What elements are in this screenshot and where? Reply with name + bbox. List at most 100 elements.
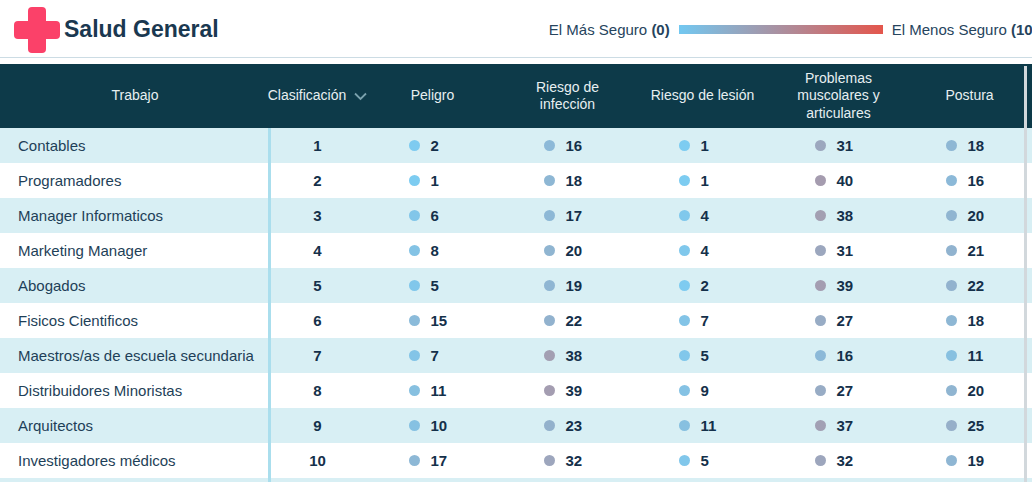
score-cell-postura: 20	[907, 198, 1032, 233]
score-group: 23	[544, 417, 592, 434]
score-dot	[815, 385, 826, 396]
column-header-job[interactable]: Trabajo	[0, 64, 270, 128]
column-header-rank[interactable]: Clasificación	[270, 64, 365, 128]
score-cell-postura: 18	[907, 128, 1032, 163]
partial-next-row	[0, 478, 1032, 482]
score-dot	[815, 210, 826, 221]
score-group: 16	[946, 172, 994, 189]
column-header-label: Riesgo de infección	[512, 79, 623, 114]
score-cell-problemas: 31	[770, 233, 907, 268]
score-cell-postura: 11	[907, 338, 1032, 373]
score-cell-postura: 18	[907, 303, 1032, 338]
score-dot	[544, 140, 555, 151]
score-group: 32	[815, 452, 863, 469]
score-group: 38	[815, 207, 863, 224]
score-group: 15	[409, 312, 457, 329]
score-cell-lesion: 5	[635, 443, 770, 478]
score-dot	[815, 455, 826, 466]
score-value: 4	[701, 207, 709, 224]
scrollbar-track[interactable]	[1024, 66, 1027, 482]
column-header-problemas[interactable]: Problemas muscolares y articulares	[770, 64, 907, 128]
score-group: 39	[815, 277, 863, 294]
score-dot	[544, 455, 555, 466]
score-dot	[544, 385, 555, 396]
column-header-infeccion[interactable]: Riesgo de infección	[500, 64, 635, 128]
job-name-cell: Marketing Manager	[0, 233, 270, 268]
score-cell-problemas: 32	[770, 443, 907, 478]
score-cell-infeccion: 17	[500, 198, 635, 233]
table-row: Fisicos Cientificos6152272718	[0, 303, 1032, 338]
score-cell-lesion: 5	[635, 338, 770, 373]
column-separator	[268, 128, 271, 482]
column-header-postura[interactable]: Postura	[907, 64, 1032, 128]
score-value: 2	[701, 277, 709, 294]
score-group: 9	[679, 382, 727, 399]
score-value: 18	[566, 172, 583, 189]
score-cell-problemas: 16	[770, 338, 907, 373]
rank-cell: 5	[270, 268, 365, 303]
score-value: 11	[968, 347, 984, 364]
table-row: Abogados551923922	[0, 268, 1032, 303]
score-group: 32	[544, 452, 592, 469]
score-value: 38	[566, 347, 583, 364]
score-cell-infeccion: 18	[500, 163, 635, 198]
score-cell-postura: 21	[907, 233, 1032, 268]
score-cell-problemas: 27	[770, 303, 907, 338]
score-value: 23	[566, 417, 583, 434]
score-group: 18	[544, 172, 592, 189]
page-title: Salud General	[64, 16, 219, 43]
score-cell-problemas: 38	[770, 198, 907, 233]
score-cell-lesion: 11	[635, 408, 770, 443]
rank-cell: 1	[270, 128, 365, 163]
score-group: 1	[679, 172, 727, 189]
legend-safest-label: El Más Seguro (0)	[549, 21, 670, 38]
score-value: 27	[837, 382, 854, 399]
score-value: 16	[566, 137, 583, 154]
rank-cell: 10	[270, 443, 365, 478]
job-name-cell: Maestros/as de escuela secundaria	[0, 338, 270, 373]
job-name-cell: Distribuidores Minoristas	[0, 373, 270, 408]
score-dot	[815, 280, 826, 291]
score-value: 18	[968, 312, 985, 329]
table-row: Contables121613118	[0, 128, 1032, 163]
column-header-label: Riesgo de lesión	[651, 87, 755, 105]
score-dot	[409, 175, 420, 186]
score-group: 16	[544, 137, 592, 154]
score-value: 32	[837, 452, 854, 469]
score-group: 16	[815, 347, 863, 364]
score-group: 20	[946, 382, 994, 399]
score-value: 16	[837, 347, 854, 364]
score-group: 11	[946, 347, 994, 364]
column-header-label: Problemas muscolares y articulares	[782, 70, 895, 123]
score-value: 31	[837, 137, 854, 154]
score-group: 11	[409, 382, 457, 399]
score-dot	[544, 315, 555, 326]
score-cell-problemas: 40	[770, 163, 907, 198]
score-cell-lesion: 1	[635, 128, 770, 163]
score-value: 6	[431, 207, 439, 224]
score-group: 7	[409, 347, 457, 364]
score-value: 5	[701, 347, 709, 364]
score-cell-postura: 22	[907, 268, 1032, 303]
score-dot	[946, 350, 957, 361]
score-dot	[946, 385, 957, 396]
score-group: 2	[409, 137, 457, 154]
score-cell-problemas: 37	[770, 408, 907, 443]
score-value: 27	[837, 312, 854, 329]
score-group: 31	[815, 242, 863, 259]
score-group: 19	[544, 277, 592, 294]
score-cell-infeccion: 20	[500, 233, 635, 268]
score-dot	[946, 140, 957, 151]
score-dot	[544, 210, 555, 221]
score-group: 1	[679, 137, 727, 154]
table-row: Maestros/as de escuela secundaria7738516…	[0, 338, 1032, 373]
column-header-label: Peligro	[411, 87, 455, 105]
column-header-lesion[interactable]: Riesgo de lesión	[635, 64, 770, 128]
score-cell-infeccion: 22	[500, 303, 635, 338]
score-dot	[544, 280, 555, 291]
score-value: 31	[837, 242, 854, 259]
rank-cell: 6	[270, 303, 365, 338]
column-header-peligro[interactable]: Peligro	[365, 64, 500, 128]
score-value: 8	[431, 242, 439, 259]
score-value: 22	[566, 312, 583, 329]
